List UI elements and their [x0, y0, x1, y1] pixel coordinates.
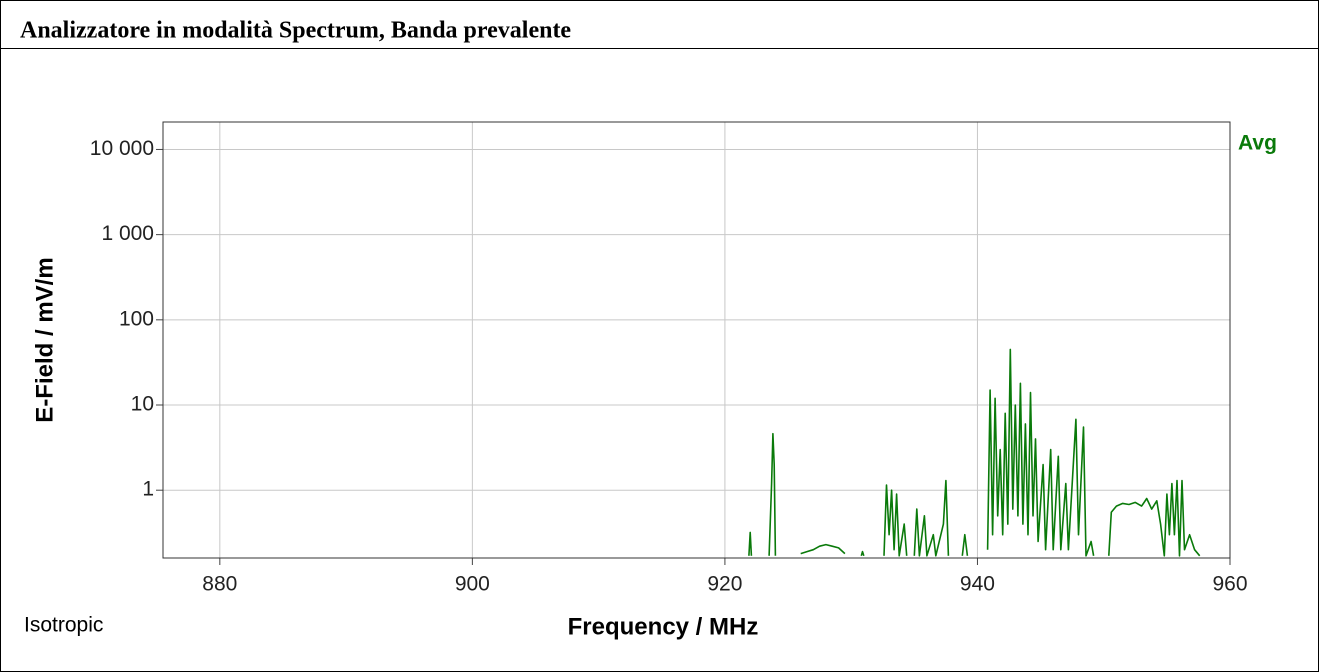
series-line	[748, 348, 1201, 557]
y-tick-label: 1	[142, 478, 154, 501]
x-tick-label: 900	[455, 573, 490, 596]
plot-area	[748, 348, 1201, 557]
y-tick-label: 1 000	[101, 222, 154, 245]
annotation: Isotropic	[24, 614, 103, 637]
y-tick-label: 10	[131, 393, 154, 416]
legend-label: Avg	[1238, 132, 1277, 155]
x-tick-label: 920	[707, 573, 742, 596]
y-axis-label: E-Field / mV/m	[31, 257, 58, 422]
x-axis-label: Frequency / MHz	[568, 613, 759, 640]
y-tick-label: 100	[119, 307, 154, 330]
x-tick-label: 880	[202, 573, 237, 596]
x-tick-label: 960	[1212, 573, 1247, 596]
x-tick-label: 940	[960, 573, 995, 596]
plot-frame	[162, 121, 1231, 559]
doc-title: Analizzatore in modalità Spectrum, Banda…	[20, 18, 571, 44]
y-tick-label: 10 000	[90, 137, 154, 160]
